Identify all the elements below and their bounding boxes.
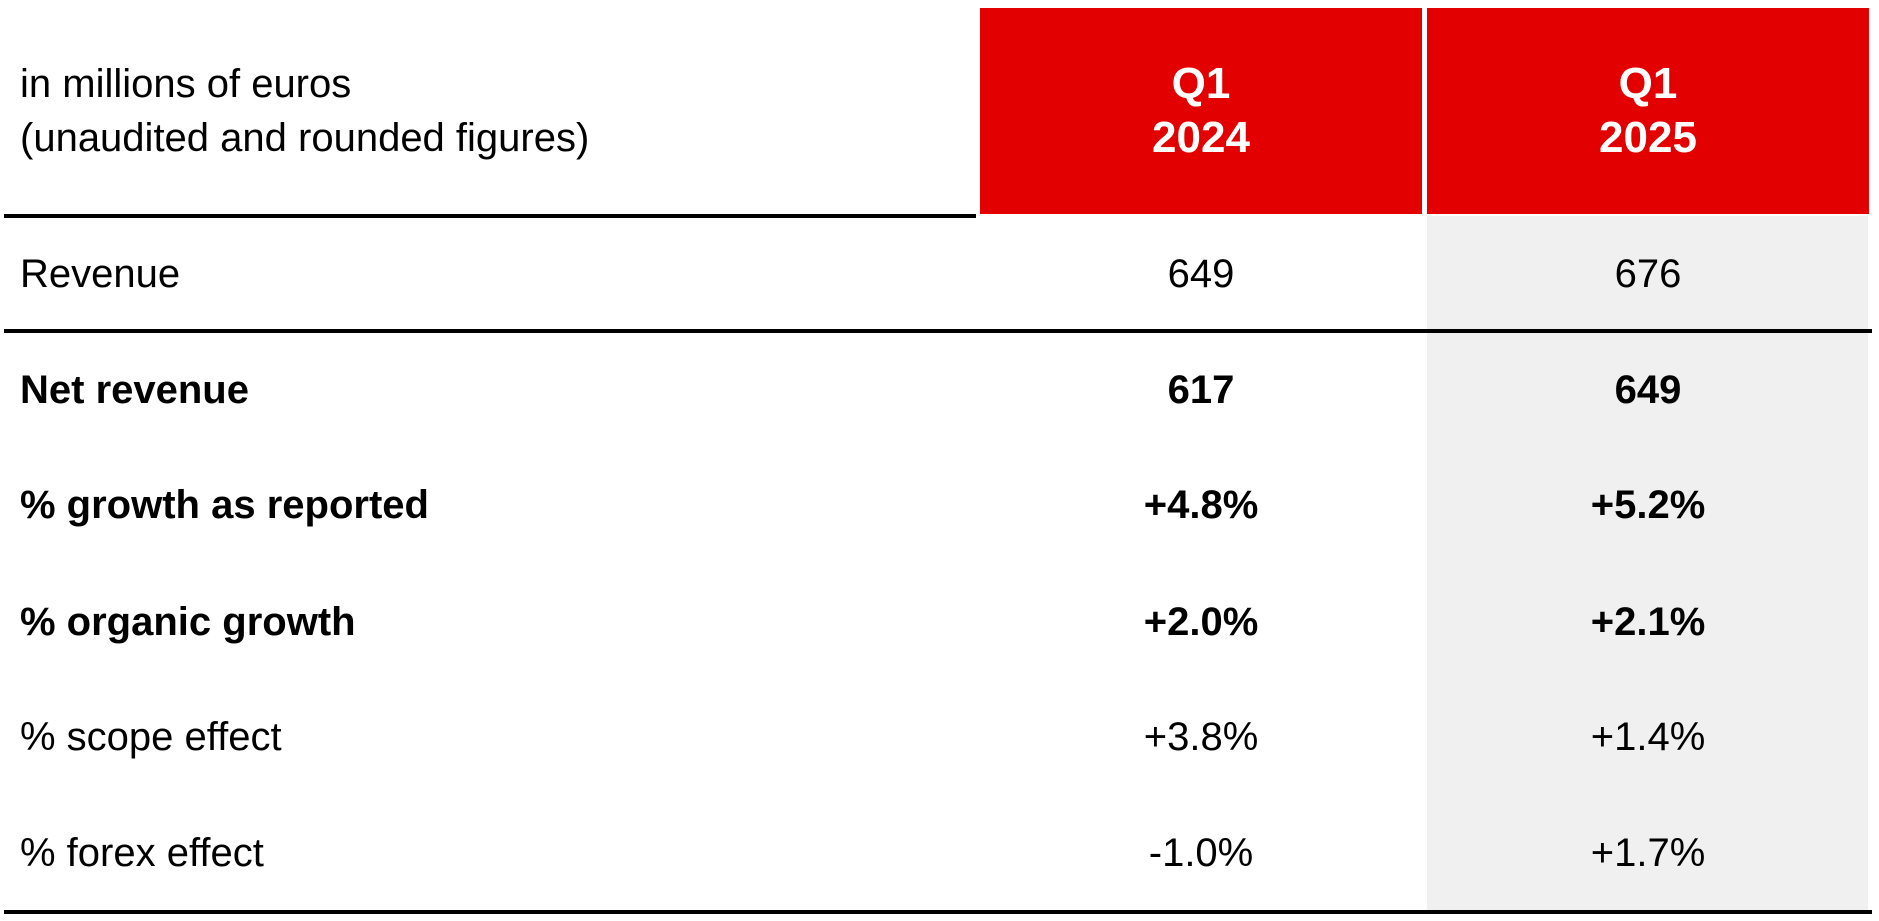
row-label: Revenue [20,252,181,296]
cell-value: +1.4% [1590,715,1706,759]
cell-value: 676 [1614,252,1682,296]
cell-value: 649 [1614,368,1682,412]
cell-value: +4.8% [1143,483,1259,527]
cell-value: +5.2% [1590,483,1706,527]
cell-value: +3.8% [1143,715,1259,759]
row-rule [4,329,1872,333]
cell-value: 649 [1167,252,1235,296]
row-label: % scope effect [20,715,282,759]
cell-value: 617 [1167,368,1235,412]
quarter: Q1 [1171,59,1231,108]
row-label: Net revenue [20,368,249,412]
cell-value: +2.0% [1143,600,1259,644]
column-header: Q1 2024 [980,8,1422,214]
header-rule [4,214,976,218]
column-header: Q1 2025 [1427,8,1869,214]
cell-value: +2.1% [1590,600,1706,644]
year: 2024 [1152,113,1250,162]
year: 2025 [1599,113,1697,162]
row-label: % organic growth [20,600,356,644]
cell-value: -1.0% [1148,831,1254,875]
quarter: Q1 [1618,59,1678,108]
row-label: % forex effect [20,831,264,875]
caption-line: (unaudited and rounded figures) [20,116,590,160]
cell-value: +1.7% [1590,831,1706,875]
caption-line: in millions of euros [20,62,352,106]
row-label: % growth as reported [20,483,429,527]
bottom-rule [4,910,1872,914]
highlight-column [1427,216,1868,912]
